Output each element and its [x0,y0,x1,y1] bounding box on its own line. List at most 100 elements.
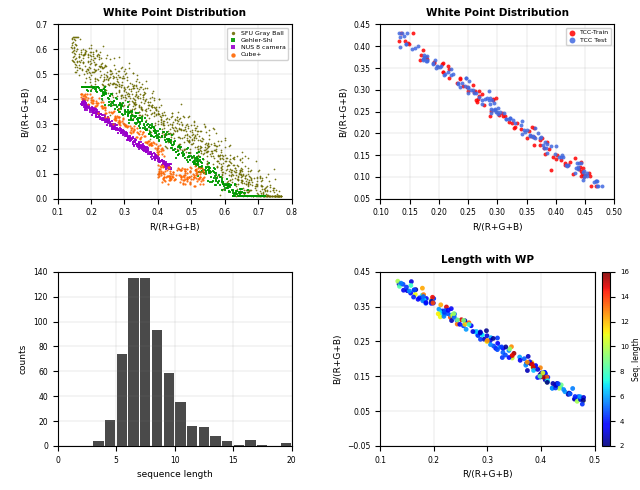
NUS 8 camera [87,104,97,112]
Gehler-Shi [209,173,219,181]
SFU Gray Ball [71,54,81,62]
TCC-Train [486,107,496,115]
SFU Gray Ball [72,46,83,53]
Gehler-Shi [182,146,192,153]
TCC Test [532,129,543,137]
Gehler-Shi [236,192,246,199]
SFU Gray Ball [84,57,95,65]
TCC-Train [492,94,502,102]
SFU Gray Ball [233,180,243,188]
Gehler-Shi [78,83,88,91]
Gehler-Shi [168,147,178,154]
SFU Gray Ball [116,81,126,89]
SFU Gray Ball [222,165,232,173]
Gehler-Shi [205,167,216,174]
Gehler-Shi [240,192,250,200]
SFU Gray Ball [72,33,83,41]
SFU Gray Ball [211,147,221,155]
NUS 8 camera [126,135,136,143]
SFU Gray Ball [86,49,96,56]
NUS 8 camera [82,106,92,114]
Gehler-Shi [171,148,181,156]
Cube+ [184,167,195,175]
Gehler-Shi [252,192,262,200]
SFU Gray Ball [168,124,178,132]
Cube+ [157,161,168,169]
NUS 8 camera [152,152,163,160]
Point [491,344,501,352]
Gehler-Shi [237,185,247,193]
Point [574,395,584,403]
SFU Gray Ball [150,106,161,114]
SFU Gray Ball [220,136,230,144]
Gehler-Shi [192,149,202,157]
SFU Gray Ball [161,116,172,123]
SFU Gray Ball [95,67,106,74]
Cube+ [159,176,169,184]
SFU Gray Ball [88,68,99,75]
NUS 8 camera [160,161,170,169]
NUS 8 camera [141,148,151,156]
NUS 8 camera [104,116,114,124]
SFU Gray Ball [256,181,266,189]
SFU Gray Ball [208,160,218,168]
Point [527,360,537,368]
NUS 8 camera [118,127,128,135]
Point [563,391,573,398]
Cube+ [140,138,150,146]
NUS 8 camera [89,107,99,115]
SFU Gray Ball [265,192,275,200]
NUS 8 camera [87,105,97,113]
SFU Gray Ball [81,67,91,75]
TCC-Train [541,138,552,146]
SFU Gray Ball [176,126,186,134]
Cube+ [113,105,124,113]
NUS 8 camera [125,134,135,142]
Gehler-Shi [159,128,170,136]
NUS 8 camera [93,113,104,121]
Gehler-Shi [134,119,144,126]
Gehler-Shi [104,98,114,105]
SFU Gray Ball [223,161,233,169]
NUS 8 camera [138,142,148,150]
Gehler-Shi [173,147,183,154]
SFU Gray Ball [189,134,199,142]
Gehler-Shi [225,183,236,191]
Gehler-Shi [247,192,257,200]
NUS 8 camera [141,145,152,153]
TCC Test [591,177,602,185]
SFU Gray Ball [246,175,256,183]
NUS 8 camera [134,138,144,146]
SFU Gray Ball [243,154,253,162]
SFU Gray Ball [215,154,225,162]
Gehler-Shi [182,153,193,161]
Gehler-Shi [237,188,248,196]
SFU Gray Ball [88,52,98,60]
SFU Gray Ball [233,162,243,170]
Gehler-Shi [191,162,202,170]
Gehler-Shi [174,142,184,150]
SFU Gray Ball [188,153,198,161]
TCC Test [440,71,450,78]
SFU Gray Ball [88,48,98,56]
Bar [152,330,162,446]
SFU Gray Ball [154,96,164,103]
Gehler-Shi [174,143,184,150]
SFU Gray Ball [82,65,92,73]
Gehler-Shi [168,146,179,154]
SFU Gray Ball [182,134,193,142]
SFU Gray Ball [187,131,197,139]
SFU Gray Ball [166,131,176,139]
NUS 8 camera [77,101,87,109]
NUS 8 camera [83,103,93,111]
NUS 8 camera [164,165,175,172]
NUS 8 camera [119,129,129,137]
Gehler-Shi [144,130,154,138]
SFU Gray Ball [85,78,95,86]
SFU Gray Ball [93,62,104,70]
NUS 8 camera [111,126,121,134]
SFU Gray Ball [226,168,236,176]
NUS 8 camera [154,155,164,163]
Gehler-Shi [195,156,205,164]
NUS 8 camera [116,125,126,133]
